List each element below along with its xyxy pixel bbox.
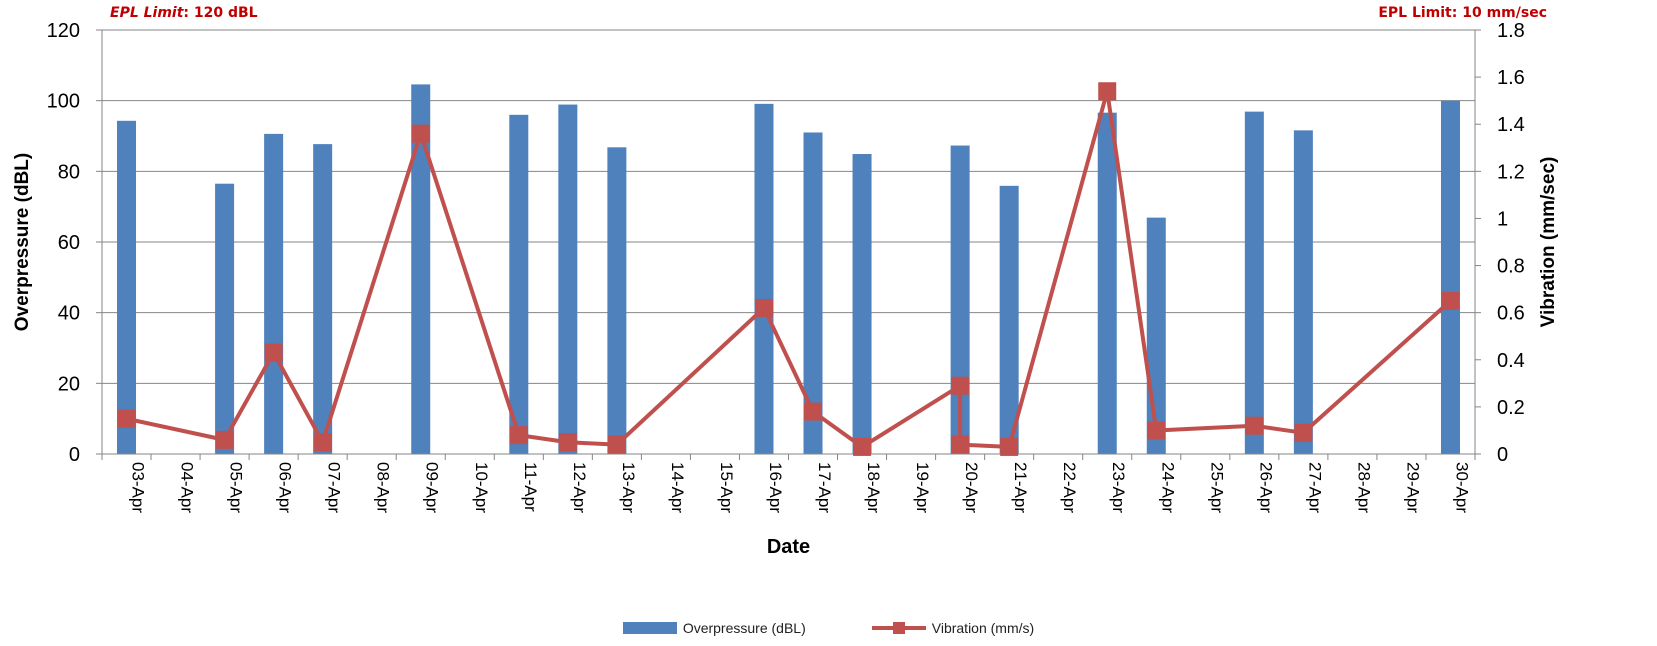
vibration-marker xyxy=(1441,291,1460,310)
y2-tick-label: 0.4 xyxy=(1497,350,1525,372)
bar xyxy=(215,183,235,454)
x-tick-label: 19-Apr xyxy=(913,462,932,513)
y2-tick-label: 1.8 xyxy=(1497,20,1525,42)
x-tick-label: 26-Apr xyxy=(1256,462,1275,513)
y-tick-label: 120 xyxy=(47,20,80,42)
vibration-marker xyxy=(117,409,136,428)
y-tick-label: 20 xyxy=(58,373,80,395)
legend-label-vibration: Vibration (mm/s) xyxy=(931,620,1035,636)
bar xyxy=(1440,100,1460,455)
x-tick-label: 15-Apr xyxy=(717,462,736,513)
legend-label-overpressure: Overpressure (dBL) xyxy=(682,620,806,636)
bar xyxy=(264,133,284,454)
vibration-marker xyxy=(411,124,430,143)
vibration-marker xyxy=(1245,416,1264,435)
vibration-marker xyxy=(215,430,234,449)
y2-tick-label: 0.2 xyxy=(1497,397,1525,419)
bar xyxy=(117,120,137,454)
vibration-marker xyxy=(607,435,626,454)
y2-tick-label: 0 xyxy=(1497,444,1508,466)
x-tick-label: 14-Apr xyxy=(668,462,687,513)
vibration-marker xyxy=(951,376,970,395)
bar xyxy=(803,132,823,454)
x-tick-label: 03-Apr xyxy=(129,462,148,513)
vibration-marker xyxy=(313,433,332,452)
x-tick-label: 30-Apr xyxy=(1452,462,1471,513)
y2-tick-label: 0.6 xyxy=(1497,303,1525,325)
vibration-marker xyxy=(558,433,577,452)
x-tick-label: 04-Apr xyxy=(178,462,197,513)
x-tick-label: 09-Apr xyxy=(423,462,442,513)
vibration-marker xyxy=(804,402,823,421)
x-tick-label: 10-Apr xyxy=(472,462,491,513)
vibration-marker xyxy=(509,426,528,445)
x-tick-label: 24-Apr xyxy=(1158,462,1177,513)
x-tick-label: 11-Apr xyxy=(521,462,540,512)
bar xyxy=(1097,112,1117,455)
legend-item-overpressure: Overpressure (dBL) xyxy=(622,620,806,636)
bar xyxy=(558,104,578,454)
y2-tick-label: 1.2 xyxy=(1497,161,1525,183)
vibration-marker xyxy=(951,435,970,454)
x-tick-label: 25-Apr xyxy=(1207,462,1226,513)
x-tick-label: 08-Apr xyxy=(374,462,393,513)
x-tick-label: 06-Apr xyxy=(276,462,295,513)
bar xyxy=(754,103,774,454)
x-tick-label: 17-Apr xyxy=(815,462,834,513)
x-tick-label: 20-Apr xyxy=(962,462,981,513)
y2-tick-label: 1 xyxy=(1497,208,1508,230)
x-tick-label: 05-Apr xyxy=(227,462,246,513)
x-tick-label: 27-Apr xyxy=(1305,462,1324,513)
x-tick-label: 29-Apr xyxy=(1403,462,1422,513)
y2-tick-label: 0.8 xyxy=(1497,256,1525,278)
right-axis-limit-note: EPL Limit: 10 mm/sec xyxy=(1378,5,1547,21)
y2-tick-label: 1.4 xyxy=(1497,114,1525,136)
bar xyxy=(999,185,1019,454)
y2-axis-title: Vibration (mm/sec) xyxy=(1538,157,1559,328)
bar xyxy=(1293,130,1313,454)
bar xyxy=(313,144,333,455)
bar xyxy=(852,154,872,454)
x-tick-label: 28-Apr xyxy=(1354,462,1373,513)
x-tick-label: 07-Apr xyxy=(325,462,344,513)
x-axis-title: Date xyxy=(767,536,810,558)
bar xyxy=(411,84,431,454)
vibration-marker xyxy=(264,343,283,362)
x-tick-label: 23-Apr xyxy=(1109,462,1128,513)
x-tick-label: 13-Apr xyxy=(619,462,638,513)
y-tick-label: 100 xyxy=(47,91,80,113)
y-tick-label: 80 xyxy=(58,161,80,183)
x-tick-label: 22-Apr xyxy=(1060,462,1079,513)
legend-item-vibration: Vibration (mm/s) xyxy=(871,620,1035,636)
vibration-marker xyxy=(853,437,872,456)
bar xyxy=(1244,111,1264,455)
y2-tick-label: 1.6 xyxy=(1497,67,1525,89)
y-tick-label: 0 xyxy=(69,444,80,466)
y-tick-label: 60 xyxy=(58,232,80,254)
legend: Overpressure (dBL) Vibration (mm/s) xyxy=(0,620,1657,636)
y-tick-label: 40 xyxy=(58,303,80,325)
vibration-marker xyxy=(1000,437,1019,456)
left-axis-limit-note: EPL Limit: 120 dBL xyxy=(110,5,258,21)
vibration-marker xyxy=(1098,82,1117,101)
bar xyxy=(607,147,627,454)
bar xyxy=(509,114,529,455)
vibration-marker xyxy=(1294,423,1313,442)
x-tick-label: 18-Apr xyxy=(864,462,883,513)
vibration-marker xyxy=(1147,421,1166,440)
y-axis-title: Overpressure (dBL) xyxy=(12,153,33,331)
x-tick-label: 21-Apr xyxy=(1011,462,1030,513)
legend-swatch-vibration xyxy=(871,622,926,634)
vibration-marker xyxy=(754,298,773,317)
legend-swatch-overpressure xyxy=(622,622,677,634)
x-tick-label: 12-Apr xyxy=(570,462,589,513)
x-tick-label: 16-Apr xyxy=(766,462,785,513)
